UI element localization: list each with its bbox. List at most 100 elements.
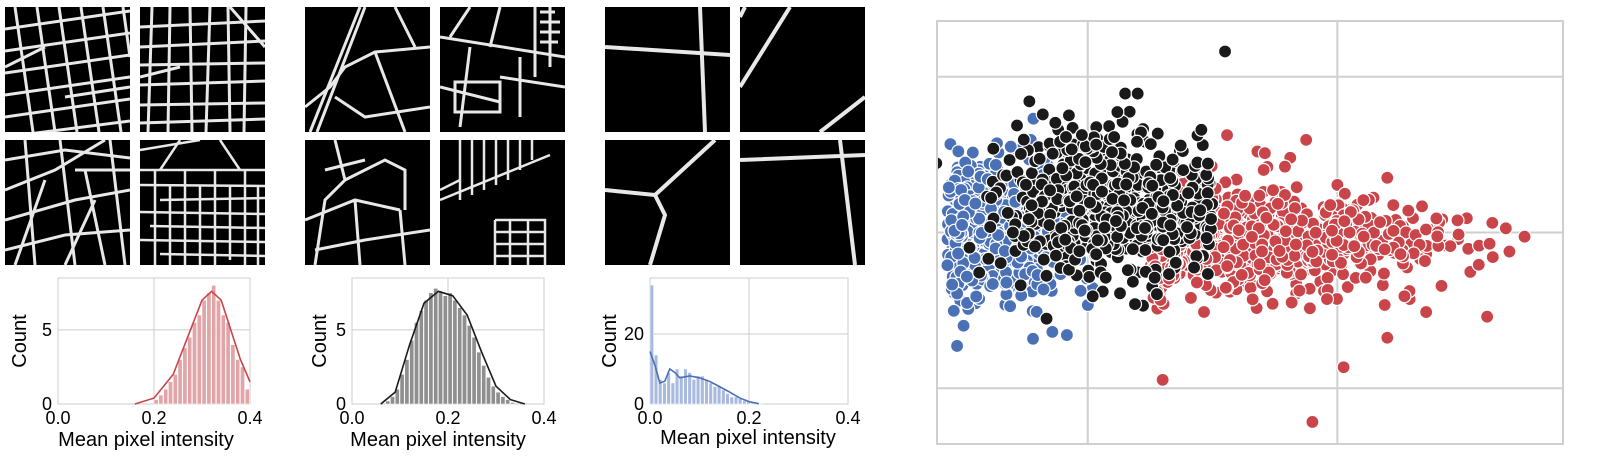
y-tick-label: 0 [336, 394, 346, 414]
histogram-bar [717, 386, 722, 405]
histogram-chart-1: Count Mean pixel intensity 0.0 0.2 0.4 0 5 [9, 277, 263, 451]
road-tile [605, 7, 730, 132]
scatter-point [1293, 267, 1309, 282]
scatter-point [1414, 199, 1430, 214]
histogram-bar [486, 377, 491, 405]
scatter-point [1013, 146, 1028, 162]
scatter-point [1443, 239, 1458, 254]
road-tile [140, 140, 265, 265]
scatter-point [1058, 232, 1073, 247]
scatter-point [1143, 137, 1158, 152]
histogram-bar [220, 314, 226, 405]
scatter-point [1089, 247, 1104, 262]
scatter-point [1337, 214, 1352, 229]
histogram-bar [462, 314, 467, 405]
scatter-point [1419, 304, 1434, 320]
scatter-point [1200, 156, 1216, 171]
scatter-point [965, 145, 980, 160]
y-tick-label: 0 [634, 394, 644, 414]
scatter-point [1149, 157, 1164, 172]
scatter-point [949, 338, 965, 354]
scatter-point [986, 141, 1001, 156]
scatter-point [1451, 227, 1466, 242]
scatter-point [1482, 236, 1497, 251]
x-axis-label: Mean pixel intensity [660, 427, 836, 449]
scatter-point [1176, 163, 1191, 178]
scatter-point [1163, 218, 1178, 233]
scatter-point [1112, 286, 1128, 301]
histogram-bar [442, 295, 448, 405]
scatter-point [1055, 161, 1070, 176]
scatter-point [1200, 266, 1215, 282]
scatter-point [1216, 206, 1232, 221]
scatter-point [1299, 132, 1314, 147]
kde-curve [134, 290, 251, 405]
road-tile [440, 7, 565, 132]
scatter-point [1272, 243, 1287, 259]
scatter-point [1022, 94, 1037, 109]
scatter-point [1144, 206, 1159, 221]
histogram-bar [759, 403, 764, 405]
histogram-bar [721, 389, 726, 405]
scatter-point [1220, 258, 1235, 274]
road-network-image [5, 140, 130, 265]
scatter-point [1356, 192, 1371, 208]
embedding-scatter-plot [929, 20, 1564, 445]
histogram-bar [653, 354, 659, 405]
scatter-point [1108, 213, 1124, 229]
histogram-bar [211, 285, 217, 405]
x-tick-label: 0.0 [45, 408, 70, 428]
scatter-point [1048, 248, 1064, 263]
histogram-bar [153, 399, 159, 405]
scatter-point [954, 217, 970, 233]
scatter-point [1450, 213, 1465, 228]
scatter-point [1319, 292, 1335, 307]
road-tile [5, 7, 130, 132]
scatter-point [983, 219, 998, 235]
road-tile [740, 7, 865, 132]
scatter-point [1305, 244, 1320, 259]
scatter-point [1347, 239, 1362, 254]
y-axis-label: Count [9, 314, 31, 368]
scatter-point [1125, 242, 1140, 257]
road-network-image [140, 7, 265, 132]
histogram-bar [399, 374, 405, 405]
histogram-bar [177, 359, 183, 405]
histogram-panel-1: Count Mean pixel intensity 0.0 0.2 0.4 0 5 [0, 268, 300, 463]
scatter-point [1107, 129, 1122, 145]
road-tile [140, 7, 265, 132]
scatter-point [1110, 104, 1125, 120]
histogram-bar [687, 372, 692, 405]
scatter-point [1284, 295, 1299, 310]
scatter-point [1045, 146, 1060, 161]
scatter-point [1021, 211, 1036, 227]
x-tick-label: 0.2 [435, 408, 460, 428]
road-network-image [605, 140, 717, 265]
scatter-point [1064, 142, 1079, 157]
y-axis-label: Count [309, 314, 331, 368]
y-tick-label: 5 [336, 320, 346, 340]
scatter-point [1138, 242, 1153, 258]
scatter-point [968, 196, 983, 211]
road-tile [305, 7, 430, 132]
scatter-point [1119, 177, 1134, 192]
scatter-point [1196, 304, 1212, 320]
x-axis-label: Mean pixel intensity [58, 429, 234, 451]
road-network-image [5, 7, 130, 132]
scatter-point [1340, 279, 1355, 295]
scatter-point [1074, 127, 1089, 143]
scatter-point [1097, 220, 1112, 235]
scatter-point [1320, 270, 1335, 286]
scatter-point [1243, 280, 1258, 295]
scatter-point [1150, 126, 1165, 141]
histogram-bar [240, 366, 245, 405]
histogram-bar [476, 351, 482, 405]
scatter-point [1429, 211, 1444, 226]
scatter-outliers [1005, 44, 1532, 430]
scatter-point [1002, 152, 1017, 168]
histogram-bar [704, 379, 709, 405]
scatter-point [1471, 257, 1486, 272]
histogram-bar [466, 325, 472, 405]
scatter-point [1145, 178, 1160, 193]
histogram-bar [168, 381, 173, 405]
